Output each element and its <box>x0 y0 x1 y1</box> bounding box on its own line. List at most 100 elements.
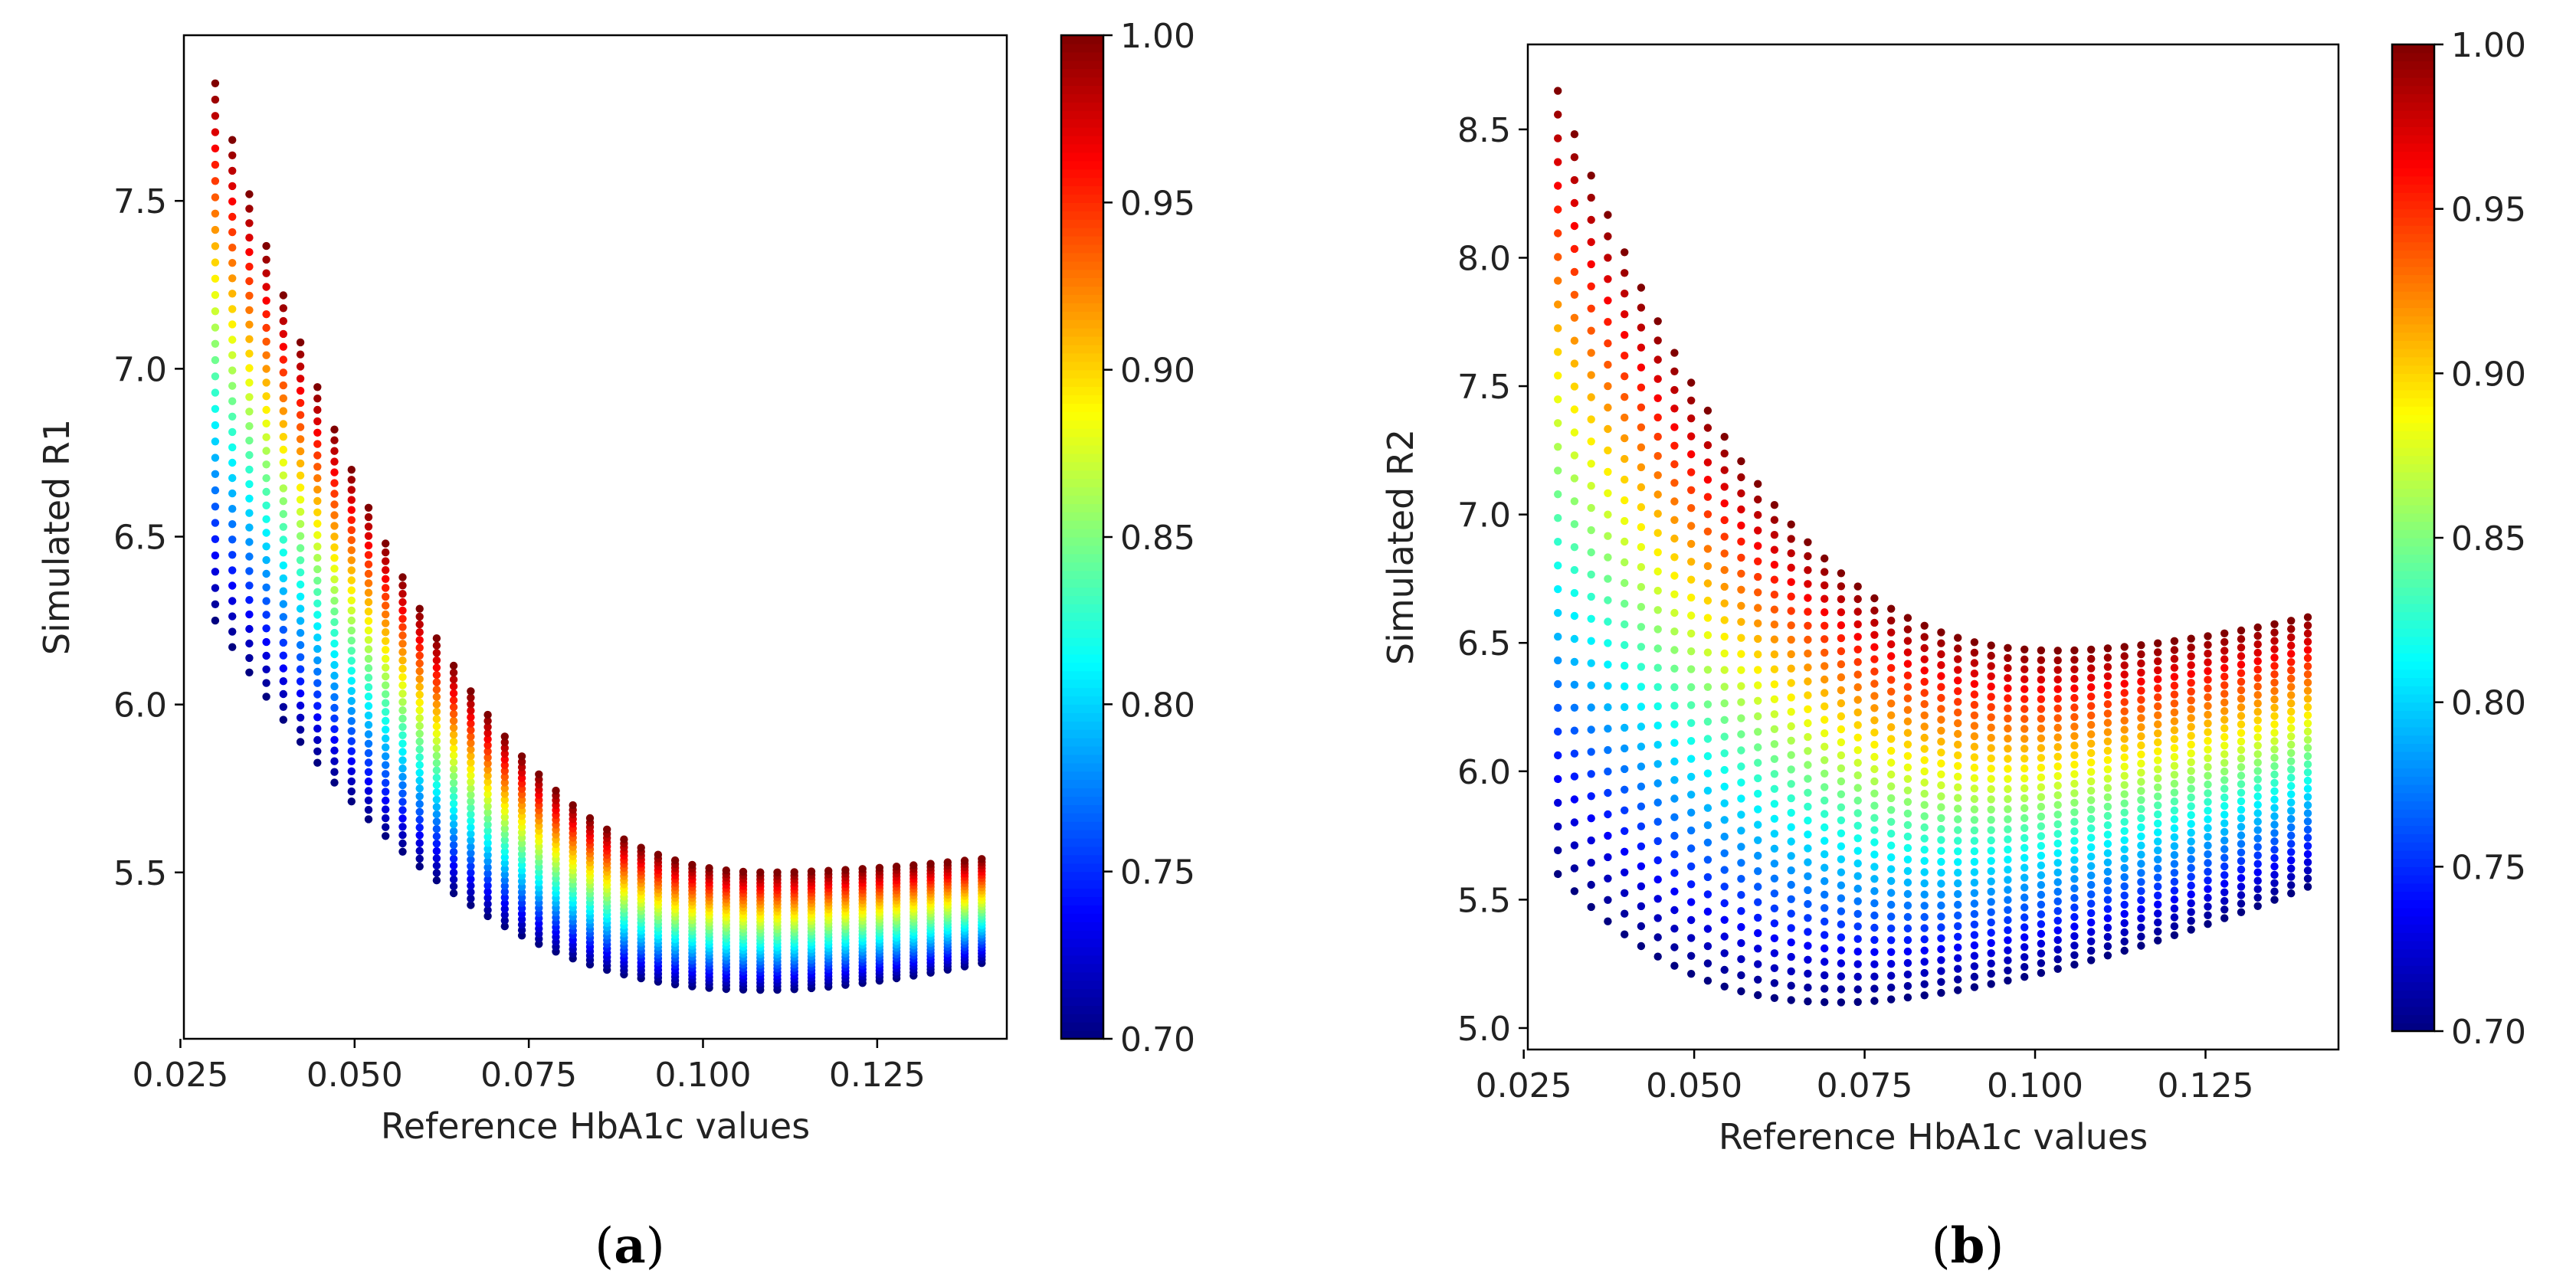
data-point <box>1754 898 1762 906</box>
data-point <box>1587 858 1595 867</box>
data-point <box>2237 626 2246 635</box>
data-point <box>535 770 543 778</box>
data-point <box>279 716 287 724</box>
data-point <box>1637 522 1646 532</box>
data-point <box>2287 790 2296 799</box>
data-point <box>2170 744 2179 752</box>
colorbar-segment <box>2392 570 2434 580</box>
data-point <box>2204 763 2212 771</box>
data-point <box>2103 876 2112 886</box>
data-point <box>398 598 407 607</box>
data-point <box>1937 628 1945 637</box>
data-point <box>2004 765 2012 773</box>
data-point <box>296 580 305 589</box>
data-point <box>1970 826 1979 835</box>
data-point <box>1903 878 1912 887</box>
data-point <box>1970 784 1979 793</box>
data-point <box>1937 923 1945 932</box>
data-point <box>1570 244 1579 254</box>
data-point <box>1987 713 1995 722</box>
data-point <box>2020 665 2029 673</box>
data-point <box>398 823 407 831</box>
data-point <box>2287 633 2296 642</box>
data-point <box>347 535 356 545</box>
data-point <box>279 574 287 583</box>
colorbar-segment <box>1061 896 1103 905</box>
data-point <box>2270 720 2279 729</box>
data-point <box>1970 879 1979 887</box>
data-point <box>2270 678 2279 687</box>
data-point <box>2137 696 2145 704</box>
data-point <box>773 868 782 877</box>
colorbar-segment <box>2392 948 2434 958</box>
data-point <box>467 849 475 858</box>
data-point <box>228 581 237 590</box>
data-point <box>1670 497 1679 506</box>
data-point <box>2103 821 2112 830</box>
data-point <box>1970 951 1979 960</box>
data-point <box>245 205 254 213</box>
data-point <box>483 735 492 744</box>
data-point <box>2253 885 2262 893</box>
data-point <box>1903 774 1912 783</box>
data-point <box>1804 705 1812 713</box>
data-point <box>2053 907 2062 915</box>
colorbar-segment <box>2392 250 2434 259</box>
data-point <box>841 866 850 874</box>
colorbar-segment <box>1061 679 1103 689</box>
data-point <box>2204 824 2212 833</box>
data-point <box>1870 984 1879 993</box>
data-point <box>2204 676 2212 684</box>
data-point <box>2303 719 2312 728</box>
data-point <box>262 583 270 591</box>
data-point <box>467 804 475 812</box>
data-point <box>262 665 270 673</box>
data-point <box>382 778 390 788</box>
data-point <box>1821 689 1829 697</box>
data-point <box>2170 663 2179 672</box>
data-point <box>2053 859 2062 867</box>
data-point <box>1637 683 1646 691</box>
data-point <box>1837 933 1846 942</box>
data-point <box>330 628 339 637</box>
data-point <box>296 568 305 577</box>
data-point <box>2170 637 2179 645</box>
data-point <box>330 425 339 434</box>
data-point <box>1770 561 1779 569</box>
colorbar-segment <box>1061 879 1103 889</box>
data-point <box>2303 621 2312 630</box>
data-point <box>211 193 220 201</box>
data-point <box>1903 866 1912 876</box>
data-point <box>1920 644 1929 653</box>
data-point <box>2120 661 2129 670</box>
colorbar-segment <box>1061 821 1103 830</box>
data-point <box>449 702 458 712</box>
data-point <box>1621 454 1629 463</box>
data-point <box>1670 943 1679 951</box>
caption: (a) <box>595 1217 664 1275</box>
data-point <box>1621 558 1629 567</box>
data-point <box>347 706 356 716</box>
data-point <box>2287 881 2296 889</box>
colorbar-segment <box>1061 913 1103 922</box>
data-point <box>1621 475 1629 484</box>
data-point <box>1637 623 1646 631</box>
data-point <box>2170 842 2179 850</box>
data-point <box>279 651 287 660</box>
data-point <box>1787 765 1795 774</box>
data-point <box>279 702 287 711</box>
data-point <box>364 645 373 653</box>
data-point <box>1770 755 1779 763</box>
data-point <box>211 290 220 300</box>
data-point <box>1570 611 1579 621</box>
data-point <box>1737 794 1745 803</box>
data-point <box>2270 737 2279 745</box>
data-point <box>2170 833 2179 842</box>
data-point <box>1937 781 1945 790</box>
data-point <box>1604 725 1612 733</box>
data-point <box>1787 693 1795 702</box>
data-point <box>1653 779 1662 788</box>
data-point <box>1587 659 1595 667</box>
data-point <box>2004 663 2012 673</box>
data-point <box>1621 827 1629 836</box>
